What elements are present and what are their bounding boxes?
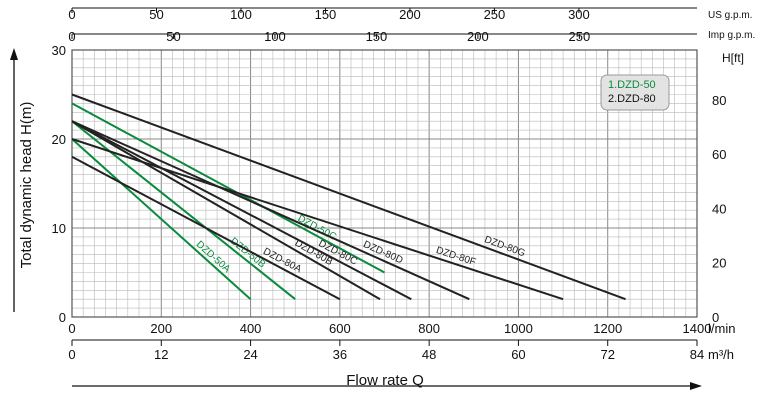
- top-tick-label: 50: [166, 29, 180, 44]
- top-tick-label: 0: [68, 29, 75, 44]
- bottom-axis-unit: m³/h: [708, 347, 734, 362]
- top-tick-label: 50: [149, 7, 163, 22]
- right-axis-unit: H[ft]: [722, 51, 744, 65]
- top-tick-label: 250: [569, 29, 591, 44]
- top-axis-unit: Imp g.p.m.: [708, 30, 755, 41]
- top-tick-label: 100: [264, 29, 286, 44]
- bottom-tick-label: 200: [150, 321, 172, 336]
- curve-dzd-80f: [71, 138, 564, 301]
- bottom-tick-label: 1000: [504, 321, 533, 336]
- curve-dzd-80b: [71, 120, 381, 301]
- x-axis-title: Flow rate Q: [346, 372, 424, 389]
- top-axes: 0 50 100 150 200 250 300 US g.p.m. 0 50 100 150 200 2…: [68, 7, 755, 44]
- bottom-tick-label: 84: [690, 347, 704, 362]
- bottom-tick-label: 1400: [683, 321, 712, 336]
- bottom-tick-label: 600: [329, 321, 351, 336]
- top-tick-label: 200: [467, 29, 489, 44]
- top-tick-label: 250: [484, 7, 506, 22]
- left-tick-label: 10: [52, 221, 66, 236]
- top-tick-label: 200: [399, 7, 421, 22]
- curve-dzd-80g: [71, 93, 626, 301]
- right-tick-label: 0: [712, 310, 719, 325]
- curve-label: DZD-80G: [483, 234, 527, 259]
- legend-entry-dzd-80: 2.DZD-80: [608, 93, 656, 105]
- curve-dzd-50a: [71, 138, 252, 300]
- curve-dzd-50c: [71, 102, 385, 274]
- top-tick-label: 0: [68, 7, 75, 22]
- right-tick-label: 60: [712, 147, 726, 162]
- left-tick-label: 30: [52, 43, 66, 58]
- bottom-tick-label: 72: [600, 347, 614, 362]
- y-axis-title: Total dynamic head H(m): [18, 102, 35, 269]
- top-tick-label: 150: [366, 29, 388, 44]
- right-tick-label: 80: [712, 93, 726, 108]
- top-tick-label: 300: [568, 7, 590, 22]
- bottom-tick-label: 800: [418, 321, 440, 336]
- left-axis: 0 10 20 30: [52, 43, 66, 325]
- bottom-tick-label: 60: [511, 347, 525, 362]
- right-axis: 0 20 40 60 80: [712, 93, 726, 325]
- right-tick-label: 40: [712, 201, 726, 216]
- curve-dzd-80d: [71, 120, 470, 301]
- legend-entry-dzd-50: 1.DZD-50: [608, 79, 656, 91]
- top-tick-label: 150: [315, 7, 337, 22]
- legend-box: 1.DZD-50 2.DZD-80: [600, 74, 670, 111]
- bottom-tick-label: 24: [243, 347, 257, 362]
- bottom-tick-label: 36: [333, 347, 347, 362]
- left-tick-label: 0: [59, 310, 66, 325]
- bottom-axis-arrow: [72, 382, 702, 390]
- top-tick-label: 100: [230, 7, 252, 22]
- bottom-tick-label: 12: [154, 347, 168, 362]
- bottom-axis-unit: l/min: [708, 321, 735, 336]
- bottom-tick-label: 0: [68, 321, 75, 336]
- bottom-tick-label: 1200: [593, 321, 622, 336]
- left-axis-arrow: [10, 48, 18, 312]
- plot-frame: [71, 49, 698, 318]
- right-tick-label: 20: [712, 256, 726, 271]
- bottom-tick-label: 48: [422, 347, 436, 362]
- curve-dzd-80c: [71, 120, 412, 301]
- left-tick-label: 20: [52, 132, 66, 147]
- bottom-tick-label: 400: [240, 321, 262, 336]
- top-axis-unit: US g.p.m.: [708, 10, 752, 21]
- series-layer: DZD-50ADZD-50BDZD-50CDZD-80ADZD-80BDZD-8…: [71, 93, 626, 301]
- curve-dzd-80a: [71, 155, 341, 301]
- bottom-tick-label: 0: [68, 347, 75, 362]
